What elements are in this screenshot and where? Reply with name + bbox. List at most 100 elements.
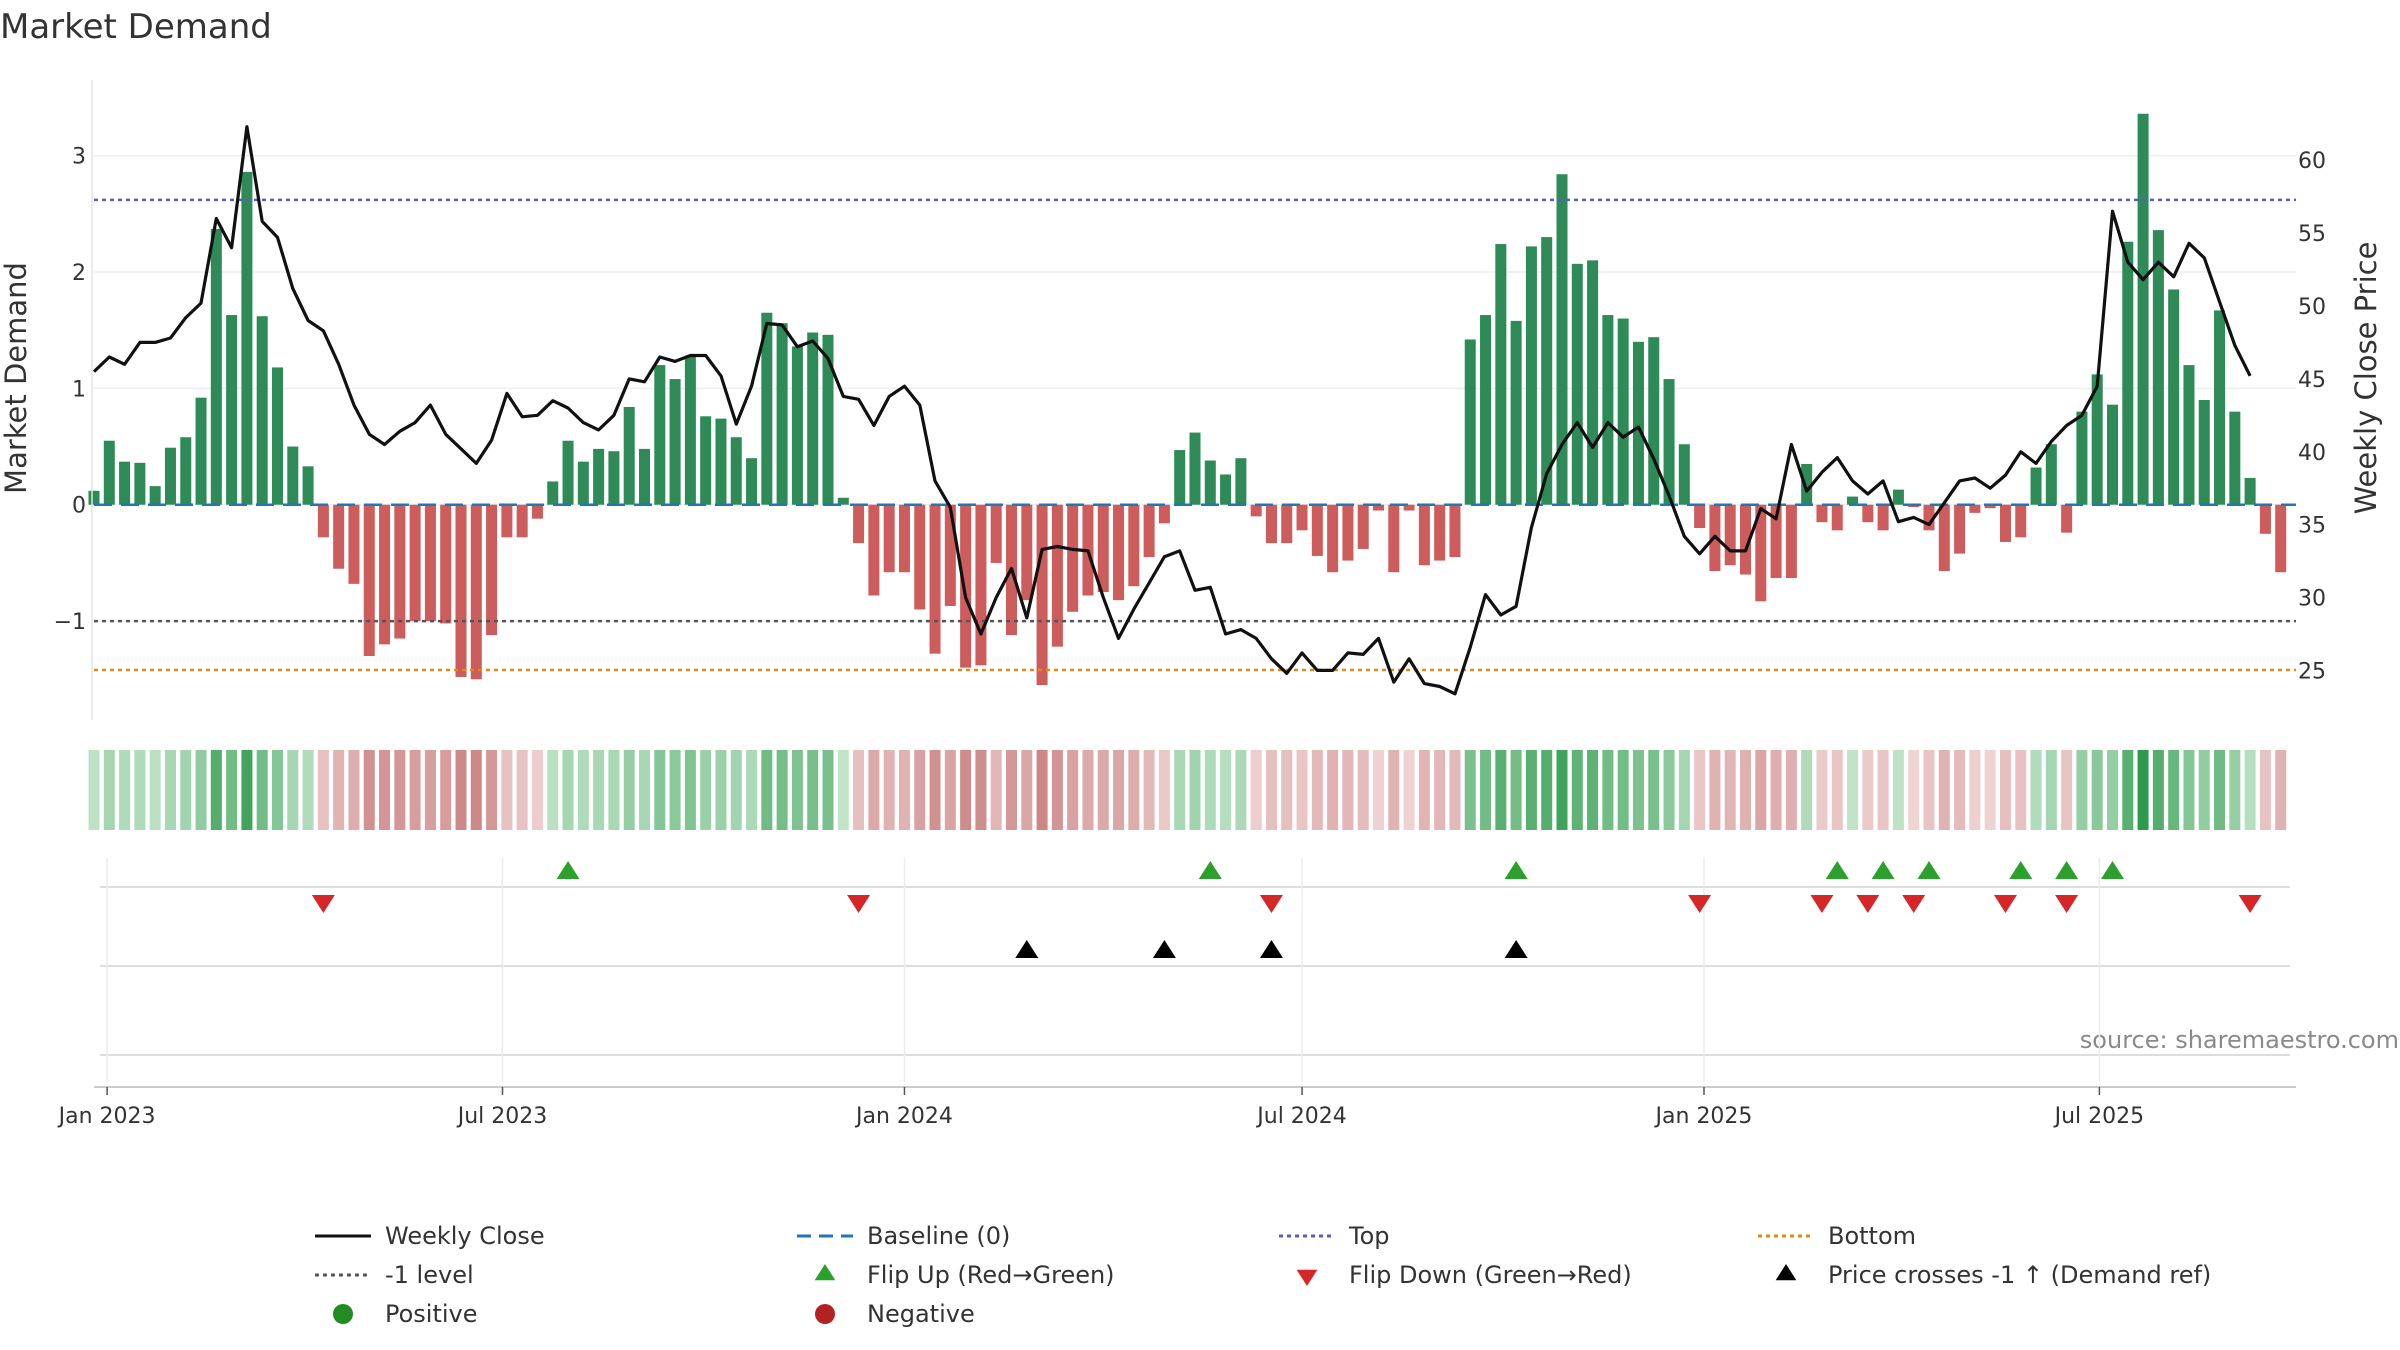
heat-cell — [746, 750, 758, 830]
demand-bar — [1801, 464, 1813, 505]
heat-cell — [730, 750, 742, 830]
flip-down-marker — [2238, 895, 2262, 913]
x-tick-label: Jul 2023 — [456, 1104, 548, 1129]
heat-cell — [516, 750, 528, 830]
demand-bar — [2244, 477, 2256, 505]
heat-cell — [1327, 750, 1339, 830]
demand-bar — [1067, 504, 1079, 612]
heat-cell — [1739, 750, 1752, 830]
demand-bar — [2168, 289, 2180, 505]
demand-bar — [486, 504, 498, 636]
demand-bar — [868, 504, 880, 596]
demand-bar — [2015, 504, 2027, 538]
heat-cell — [2198, 750, 2210, 830]
demand-bar — [960, 504, 972, 668]
heat-cell — [562, 750, 574, 830]
demand-bar — [1158, 504, 1170, 524]
heat-cell — [1525, 750, 1537, 830]
heat-cell — [256, 750, 268, 830]
demand-bar — [1510, 320, 1522, 505]
heat-cell — [1372, 750, 1385, 830]
heat-cell — [333, 750, 345, 830]
demand-bar — [348, 504, 360, 584]
demand-bar — [2275, 504, 2287, 573]
heat-cell — [2030, 750, 2042, 830]
heat-cell — [577, 750, 589, 830]
demand-bar — [2137, 113, 2149, 505]
demand-bar — [1541, 237, 1553, 505]
legend: Weekly Close Baseline (0) Top Bottom -1 leve… — [315, 1222, 2211, 1328]
heat-cell — [1709, 750, 1721, 830]
demand-bar — [164, 447, 176, 505]
demand-bar — [1678, 444, 1690, 505]
demand-bar — [2198, 400, 2210, 505]
heat-cell — [914, 750, 926, 830]
demand-bar — [363, 504, 375, 656]
heat-cell — [271, 750, 284, 830]
heat-cell — [1510, 750, 1522, 830]
heat-cell — [1005, 750, 1018, 830]
heat-cell — [1617, 750, 1629, 830]
heat-cell — [1770, 750, 1782, 830]
demand-bar — [1464, 339, 1476, 505]
heat-cell — [2061, 750, 2073, 830]
demand-bar — [455, 504, 467, 677]
heat-cell — [2183, 750, 2195, 830]
price-line-layer — [92, 125, 2252, 696]
heat-cell — [1357, 750, 1369, 830]
demand-bar — [853, 504, 865, 544]
heat-cell — [470, 750, 482, 830]
heat-cell — [1250, 750, 1262, 830]
right-tick-label: 50 — [2298, 295, 2326, 320]
heat-cell — [1785, 750, 1797, 830]
heat-cell — [1174, 750, 1186, 830]
flip-up-marker — [1871, 861, 1895, 879]
price-cross-marker — [1259, 940, 1283, 958]
grid-layer — [94, 154, 2296, 622]
demand-bar — [1785, 504, 1797, 579]
heat-cell — [2015, 750, 2027, 830]
demand-bar — [2259, 504, 2271, 534]
heat-cell — [1816, 750, 1828, 830]
demand-bar — [119, 461, 131, 505]
heat-cell — [1128, 750, 1140, 830]
heat-cell — [1113, 750, 1125, 830]
heat-cell — [1571, 750, 1583, 830]
legend-label: Bottom — [1828, 1222, 1916, 1250]
demand-bar — [1327, 504, 1339, 573]
demand-bar — [608, 451, 620, 505]
legend-item-flip_up: Flip Up (Red→Green) — [814, 1261, 1115, 1289]
heat-cell — [119, 750, 131, 830]
flip-down-marker — [1810, 895, 1834, 913]
heat-cell — [2137, 750, 2149, 830]
heat-cell — [394, 750, 406, 830]
flip-down-marker — [1856, 895, 1880, 913]
demand-bar — [241, 171, 253, 505]
heat-cell — [1999, 750, 2011, 830]
heat-cell — [2091, 750, 2103, 830]
demand-bar — [1938, 504, 1950, 572]
legend-item-close: Weekly Close — [315, 1222, 545, 1250]
heat-cell — [409, 750, 421, 830]
heat-cell — [1862, 750, 1874, 830]
heat-cell — [638, 750, 651, 830]
demand-bar — [1923, 504, 1935, 531]
heat-cell — [424, 750, 436, 830]
demand-bar — [440, 504, 452, 624]
legend-glyph-cross — [1775, 1264, 1797, 1281]
demand-bar — [2214, 310, 2226, 505]
heat-cell — [1067, 750, 1079, 830]
x-tick-label: Jan 2025 — [1654, 1104, 1753, 1129]
legend-item-negative: Negative — [815, 1300, 975, 1328]
flip-down-marker — [311, 895, 335, 913]
heat-cell — [1984, 750, 1996, 830]
event-markers: Jan 2023 Jul 2023 Jan 2024 Jul 2024 Jan 2025… — [57, 858, 2296, 1129]
heat-cell — [1021, 750, 1033, 830]
right-tick-label: 25 — [2298, 659, 2326, 684]
demand-bar — [577, 461, 589, 505]
demand-bar — [1724, 504, 1736, 566]
right-tick-label: 35 — [2298, 514, 2326, 539]
demand-bar — [1495, 244, 1507, 505]
heat-cell — [2106, 750, 2119, 830]
demand-bar — [1954, 504, 1966, 554]
